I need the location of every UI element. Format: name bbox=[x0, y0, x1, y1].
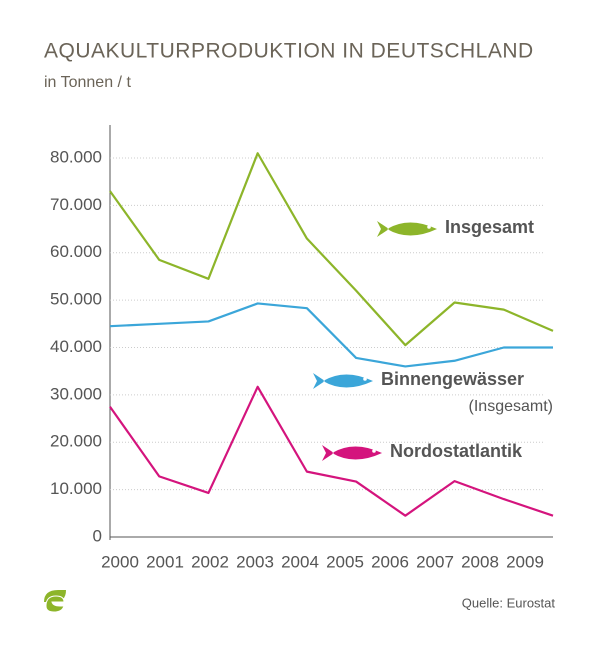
x-tick-label: 2001 bbox=[146, 552, 184, 571]
x-tick-label: 2004 bbox=[281, 552, 319, 571]
legend-label: Nordostatlantik bbox=[390, 441, 523, 461]
source: Quelle: Eurostat bbox=[462, 595, 556, 610]
legend-label: Insgesamt bbox=[445, 217, 534, 237]
legend-label: Binnengewässer bbox=[381, 369, 524, 389]
x-tick-label: 2000 bbox=[101, 552, 139, 571]
y-tick-label: 60.000 bbox=[50, 242, 102, 261]
legend-icon-eye bbox=[363, 377, 367, 381]
x-tick-label: 2003 bbox=[236, 552, 274, 571]
x-tick-label: 2008 bbox=[461, 552, 499, 571]
x-tick-label: 2007 bbox=[416, 552, 454, 571]
series-line bbox=[109, 152, 554, 347]
x-tick-label: 2002 bbox=[191, 552, 229, 571]
y-tick-label: 10.000 bbox=[50, 479, 102, 498]
y-tick-label: 80.000 bbox=[50, 147, 102, 166]
logo bbox=[44, 590, 66, 613]
series-line bbox=[109, 302, 553, 368]
legend-icon bbox=[377, 221, 437, 237]
legend-note: (Insgesamt) bbox=[469, 398, 553, 415]
y-tick-label: 30.000 bbox=[50, 384, 102, 403]
chart-subtitle: in Tonnen / t bbox=[44, 74, 131, 91]
legend-icon-eye bbox=[372, 449, 376, 453]
x-tick-label: 2005 bbox=[326, 552, 364, 571]
legend-icon bbox=[313, 373, 373, 389]
y-tick-label: 20.000 bbox=[50, 432, 102, 451]
chart-title: AQUAKULTURPRODUKTION IN DEUTSCHLAND bbox=[44, 40, 534, 63]
series-line bbox=[109, 385, 554, 517]
y-tick-label: 40.000 bbox=[50, 337, 102, 356]
legend-icon bbox=[322, 445, 382, 461]
y-tick-label: 0 bbox=[93, 526, 102, 545]
legend-icon-eye bbox=[427, 225, 431, 229]
x-tick-label: 2006 bbox=[371, 552, 409, 571]
y-tick-label: 50.000 bbox=[50, 290, 102, 309]
y-tick-label: 70.000 bbox=[50, 195, 102, 214]
x-tick-label: 2009 bbox=[506, 552, 544, 571]
